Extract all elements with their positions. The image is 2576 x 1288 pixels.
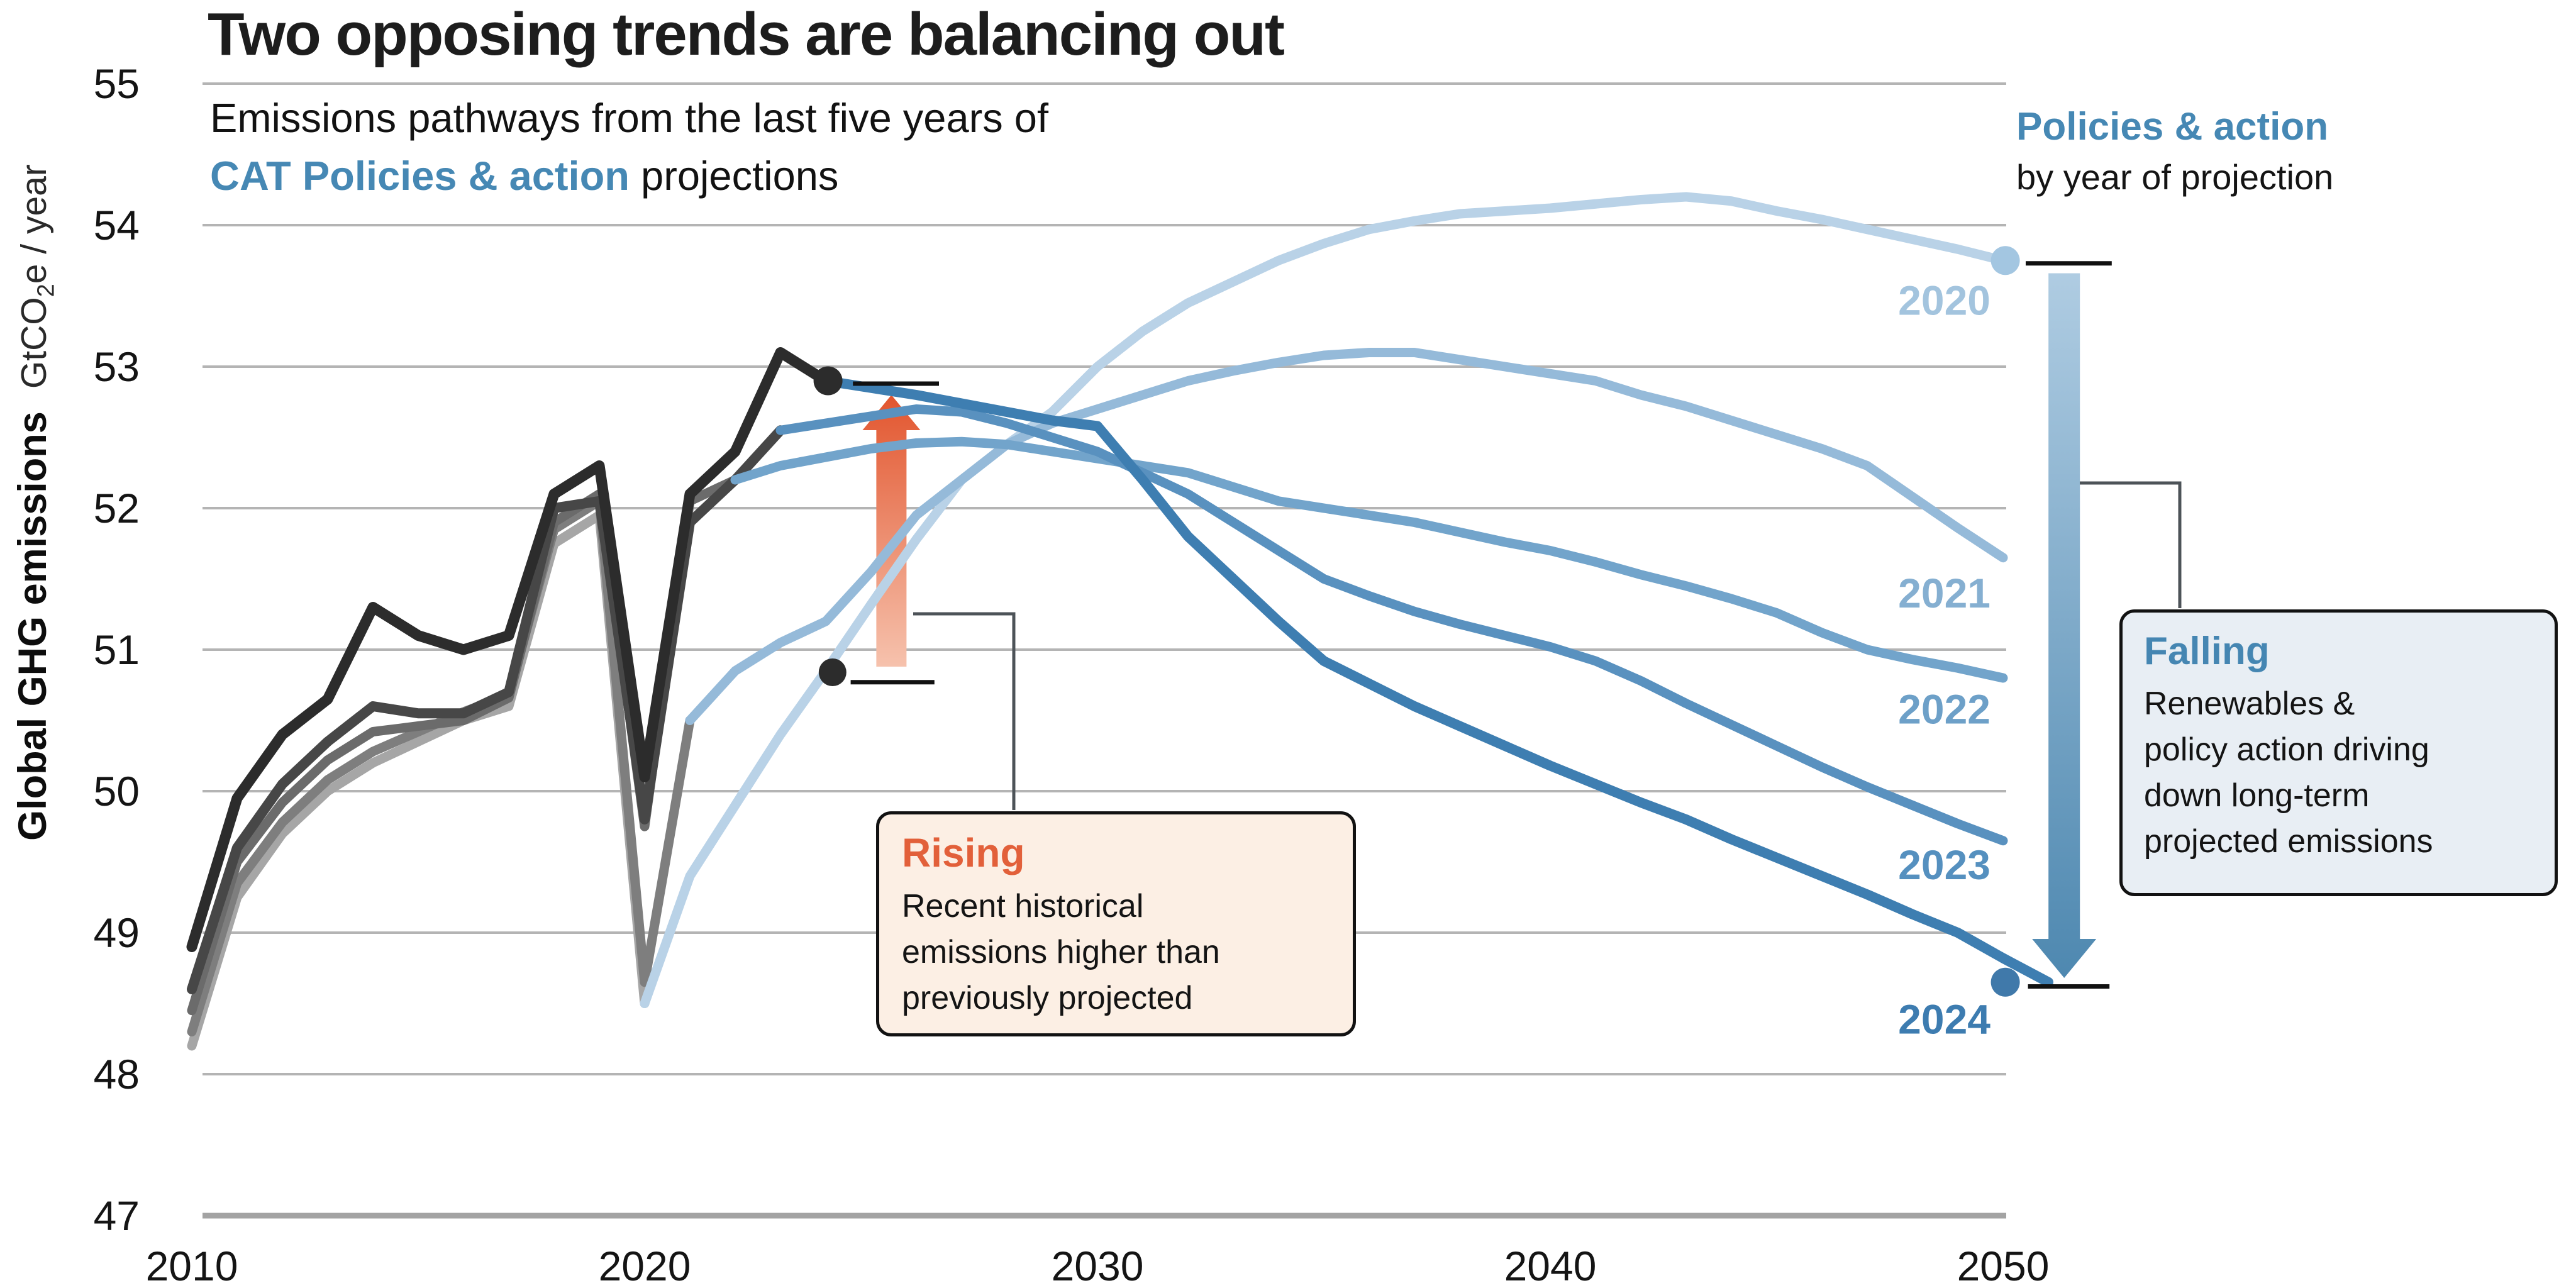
y-tick-label: 55 [94, 60, 140, 107]
series-projection-2021 [685, 348, 2008, 725]
projection-2024-end-dot [1990, 967, 2020, 997]
subtitle-line2: CAT Policies & action projections [210, 152, 838, 199]
y-tick-label: 49 [94, 909, 140, 956]
falling-callout: Falling Renewables & policy action drivi… [2119, 609, 2558, 896]
x-tick-label: 2020 [599, 1243, 691, 1288]
falling-callout-title: Falling [2144, 630, 2270, 673]
subtitle-cat-policies: CAT Policies & action [210, 153, 630, 199]
legend-title: Policies & action [2016, 105, 2329, 148]
rising-callout: Rising Recent historical emissions highe… [876, 811, 1356, 1036]
y-axis-title: Global GHG emissions GtCO2e / year [6, 81, 59, 924]
series-historical-2024 [186, 347, 831, 952]
falling-connector [2080, 481, 2182, 608]
legend-subtitle: by year of projection [2016, 157, 2334, 197]
falling-arrow [2032, 273, 2097, 978]
historical-2024-end-dot [813, 366, 843, 396]
projection-2020-end-dot [1990, 246, 2020, 275]
rising-connector [913, 612, 1016, 810]
subtitle-projections: projections [629, 153, 839, 199]
x-tick-label: 2050 [1957, 1243, 2050, 1288]
y-tick-label: 48 [94, 1051, 140, 1097]
falling-callout-line: projected emissions [2144, 823, 2433, 860]
subtitle-line1: Emissions pathways from the last five ye… [210, 95, 1049, 141]
y-tick-label: 52 [94, 485, 140, 531]
rising-callout-line: Recent historical [902, 888, 1144, 924]
page-title: Two opposing trends are balancing out [208, 1, 1285, 68]
x-tick-label: 2040 [1504, 1243, 1597, 1288]
rising-callout-title: Rising [902, 830, 1025, 875]
falling-callout-line: Renewables & [2144, 686, 2355, 722]
y-axis-unit: GtCO2e / year [14, 164, 59, 409]
series-historical-2020 [187, 510, 650, 1051]
y-tick-label: 53 [94, 343, 140, 390]
line-label-2024: 2024 [1898, 996, 1990, 1042]
series-projection-2023 [775, 404, 2008, 846]
line-label-2022: 2022 [1898, 686, 1990, 733]
series-historical-2022 [187, 475, 740, 1016]
x-tick-label: 2030 [1052, 1243, 1144, 1288]
rising-lower-dot [818, 658, 847, 686]
series-projection-2020 [640, 192, 2008, 1008]
rising-callout-line: emissions higher than [902, 934, 1220, 970]
y-tick-label: 54 [94, 202, 140, 248]
projection-legend: Policies & action by year of projection [2016, 104, 2333, 197]
y-tick-label: 47 [94, 1192, 140, 1239]
y-tick-label: 51 [94, 626, 140, 673]
y-axis-unit-suffix: e / year [14, 164, 54, 284]
line-label-2020: 2020 [1898, 277, 1990, 323]
y-axis-unit-subscript: 2 [33, 284, 60, 297]
x-tick-label: 2010 [146, 1243, 238, 1288]
falling-callout-line: down long-term [2144, 777, 2370, 814]
rising-callout-line: previously projected [902, 980, 1193, 1016]
falling-callout-line: policy action driving [2144, 731, 2429, 768]
y-axis-unit-prefix: GtCO [14, 297, 54, 389]
line-label-2023: 2023 [1898, 841, 1990, 888]
series-projection-2022 [730, 436, 2008, 683]
line-label-2021: 2021 [1898, 570, 1990, 616]
y-axis-title-bold: Global GHG emissions [11, 411, 55, 841]
series-projection-2024 [821, 375, 2053, 987]
y-tick-label: 50 [94, 768, 140, 814]
rising-arrow [862, 395, 921, 667]
